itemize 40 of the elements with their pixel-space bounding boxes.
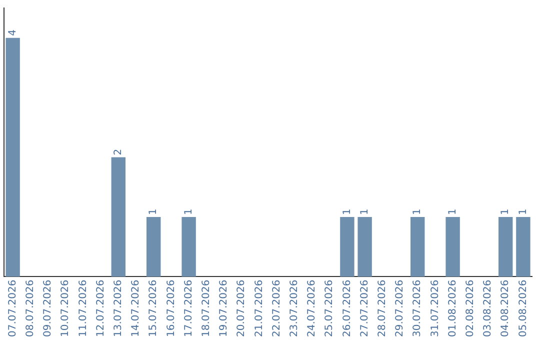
data-label: 1 — [518, 208, 529, 216]
x-tick-label: 26.07.2026 — [342, 280, 353, 338]
data-label: 1 — [148, 208, 160, 216]
data-label: 1 — [500, 208, 512, 216]
data-label: 1 — [342, 208, 353, 216]
x-tick-label: 19.07.2026 — [218, 280, 230, 338]
x-tick-label: 17.07.2026 — [183, 280, 194, 338]
x-tick-label: 11.07.2026 — [78, 280, 89, 338]
x-tick-label: 15.07.2026 — [148, 280, 160, 338]
x-tick-label: 08.07.2026 — [24, 280, 36, 338]
x-tick-label: 23.07.2026 — [288, 280, 300, 338]
x-tick-label: 04.08.2026 — [500, 280, 512, 338]
x-tick-label: 20.07.2026 — [236, 280, 248, 338]
data-label: 1 — [183, 208, 194, 216]
x-tick-label: 21.07.2026 — [254, 280, 265, 338]
x-tick-label: 13.07.2026 — [112, 280, 124, 338]
x-tick-label: 22.07.2026 — [271, 280, 282, 338]
x-tick-label: 10.07.2026 — [60, 280, 72, 338]
x-tick-label: 12.07.2026 — [95, 280, 106, 338]
data-label: 2 — [112, 148, 124, 156]
x-tick-label: 25.07.2026 — [324, 280, 336, 338]
x-tick-label: 30.07.2026 — [412, 280, 424, 338]
x-tick-label: 09.07.2026 — [42, 280, 54, 338]
x-tick-label: 07.07.2026 — [7, 280, 18, 338]
data-label: 1 — [359, 208, 370, 216]
x-tick-label: 14.07.2026 — [130, 280, 142, 338]
x-tick-label: 28.07.2026 — [376, 280, 388, 338]
x-tick-label: 18.07.2026 — [200, 280, 212, 338]
data-label: 4 — [7, 29, 18, 36]
x-tick-label: 02.08.2026 — [464, 280, 476, 338]
x-tick-label: 16.07.2026 — [166, 280, 177, 338]
x-tick-label: 01.08.2026 — [447, 280, 458, 338]
data-label: 1 — [412, 208, 424, 216]
data-label: 1 — [447, 208, 458, 216]
x-tick-label: 29.07.2026 — [394, 280, 406, 338]
x-tick-label: 03.08.2026 — [482, 280, 494, 338]
x-tick-label: 05.08.2026 — [518, 280, 529, 338]
x-tick-label: 24.07.2026 — [306, 280, 318, 338]
x-tick-label: 27.07.2026 — [359, 280, 370, 338]
x-tick-label: 31.07.2026 — [430, 280, 441, 338]
